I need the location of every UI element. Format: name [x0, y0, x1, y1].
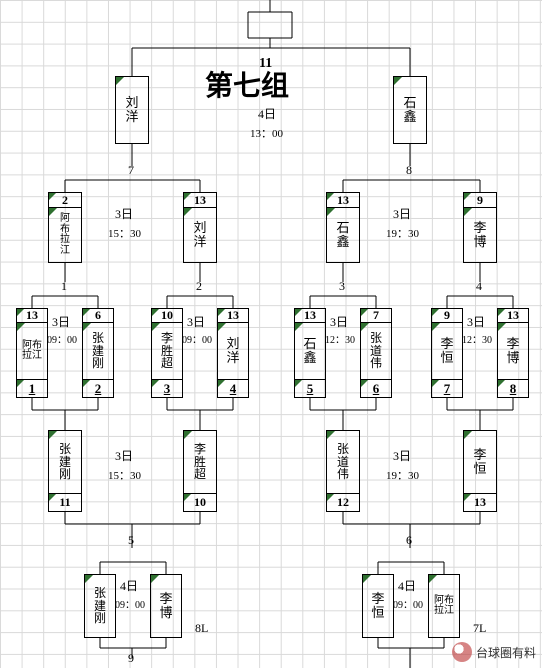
q-num-1: 1 — [61, 280, 67, 293]
q3-b-name: 张 道 伟 — [360, 322, 392, 380]
lf-l-suffix: 8L — [195, 622, 208, 635]
lf-l-b: 李 博 — [150, 574, 182, 638]
q1-a-score: 13 — [16, 308, 48, 323]
seed-7: 7 — [431, 379, 463, 398]
lf-bottom-num: 9 — [128, 652, 134, 665]
semi-r-date: 3日 — [393, 208, 411, 221]
ls-r-b: 李 恒 — [463, 430, 497, 494]
semi-r-time: 19：30 — [386, 228, 419, 240]
seed-8: 8 — [497, 379, 529, 398]
q1-b-name: 张 建 刚 — [82, 322, 114, 380]
q1-a-name: 阿布 拉江 — [16, 322, 48, 380]
ls-r-b-score: 13 — [463, 493, 497, 512]
q4-a-score: 9 — [431, 308, 463, 323]
q2-b-score: 13 — [217, 308, 249, 323]
ls-l-b-score: 10 — [183, 493, 217, 512]
semi-r-score1: 13 — [326, 192, 360, 208]
semi-left-num: 7 — [128, 164, 134, 177]
ls-right-num: 6 — [406, 534, 412, 547]
ls-l-time: 15：30 — [108, 470, 141, 482]
finalist-left: 刘 洋 — [115, 76, 149, 144]
semi-l-score2: 13 — [183, 192, 217, 208]
lf-r-suffix: 7L — [473, 622, 486, 635]
ls-r-date: 3日 — [393, 450, 411, 463]
q4-time: 12：30 — [462, 335, 492, 346]
q3-date: 3日 — [330, 316, 348, 329]
q2-time: 09：00 — [182, 335, 212, 346]
q3-b-score: 7 — [360, 308, 392, 323]
ls-l-date: 3日 — [115, 450, 133, 463]
seed-3: 3 — [151, 379, 183, 398]
lf-r-a: 李 恒 — [362, 574, 394, 638]
semi-right-num: 8 — [406, 164, 412, 177]
ls-r-time: 19：30 — [386, 470, 419, 482]
lf-r-date: 4日 — [398, 580, 416, 593]
finalist-right: 石 鑫 — [393, 76, 427, 144]
q-num-2: 2 — [196, 280, 202, 293]
header-date: 4日 — [258, 108, 276, 121]
semi-l-name1: 阿 布 拉 江 — [48, 207, 82, 263]
q2-a-score: 10 — [151, 308, 183, 323]
q-num-3: 3 — [339, 280, 345, 293]
semi-l-score1: 2 — [48, 192, 82, 208]
watermark-text: 台球圈有料 — [476, 644, 536, 661]
q3-time: 12：30 — [325, 335, 355, 346]
q4-date: 3日 — [467, 316, 485, 329]
semi-l-date: 3日 — [115, 208, 133, 221]
q2-b-name: 刘 洋 — [217, 322, 249, 380]
watermark: 台球圈有料 — [452, 642, 536, 662]
ls-left-num: 5 — [128, 534, 134, 547]
q3-a-name: 石 鑫 — [294, 322, 326, 380]
q1-b-score: 6 — [82, 308, 114, 323]
q4-b-name: 李 博 — [497, 322, 529, 380]
lf-l-date: 4日 — [120, 580, 138, 593]
semi-l-time: 15：30 — [108, 228, 141, 240]
ls-l-a-score: 11 — [48, 493, 82, 512]
semi-r-score2: 9 — [463, 192, 497, 208]
q3-a-score: 13 — [294, 308, 326, 323]
header-time: 13：00 — [250, 128, 283, 140]
q1-time: 09：00 — [47, 335, 77, 346]
semi-r-name1: 石 鑫 — [326, 207, 360, 263]
lf-l-time: 09：00 — [115, 600, 145, 611]
q2-date: 3日 — [187, 316, 205, 329]
lf-r-b: 阿布 拉江 — [428, 574, 460, 638]
semi-r-name2: 李 博 — [463, 207, 497, 263]
seed-6: 6 — [360, 379, 392, 398]
ls-l-b: 李 胜 超 — [183, 430, 217, 494]
lf-r-time: 09：00 — [393, 600, 423, 611]
seed-2: 2 — [82, 379, 114, 398]
seed-5: 5 — [294, 379, 326, 398]
ls-r-a-score: 12 — [326, 493, 360, 512]
header-num: 11 — [259, 56, 272, 71]
seed-4: 4 — [217, 379, 249, 398]
watermark-icon — [452, 642, 472, 662]
ls-l-a: 张 建 刚 — [48, 430, 82, 494]
q4-b-score: 13 — [497, 308, 529, 323]
q4-a-name: 李 恒 — [431, 322, 463, 380]
semi-l-name2: 刘 洋 — [183, 207, 217, 263]
q1-date: 3日 — [52, 316, 70, 329]
group-title: 第七组 — [205, 72, 289, 103]
lf-l-a: 张 建 刚 — [84, 574, 116, 638]
q2-a-name: 李 胜 超 — [151, 322, 183, 380]
ls-r-a: 张 道 伟 — [326, 430, 360, 494]
q-num-4: 4 — [476, 280, 482, 293]
seed-1: 1 — [16, 379, 48, 398]
